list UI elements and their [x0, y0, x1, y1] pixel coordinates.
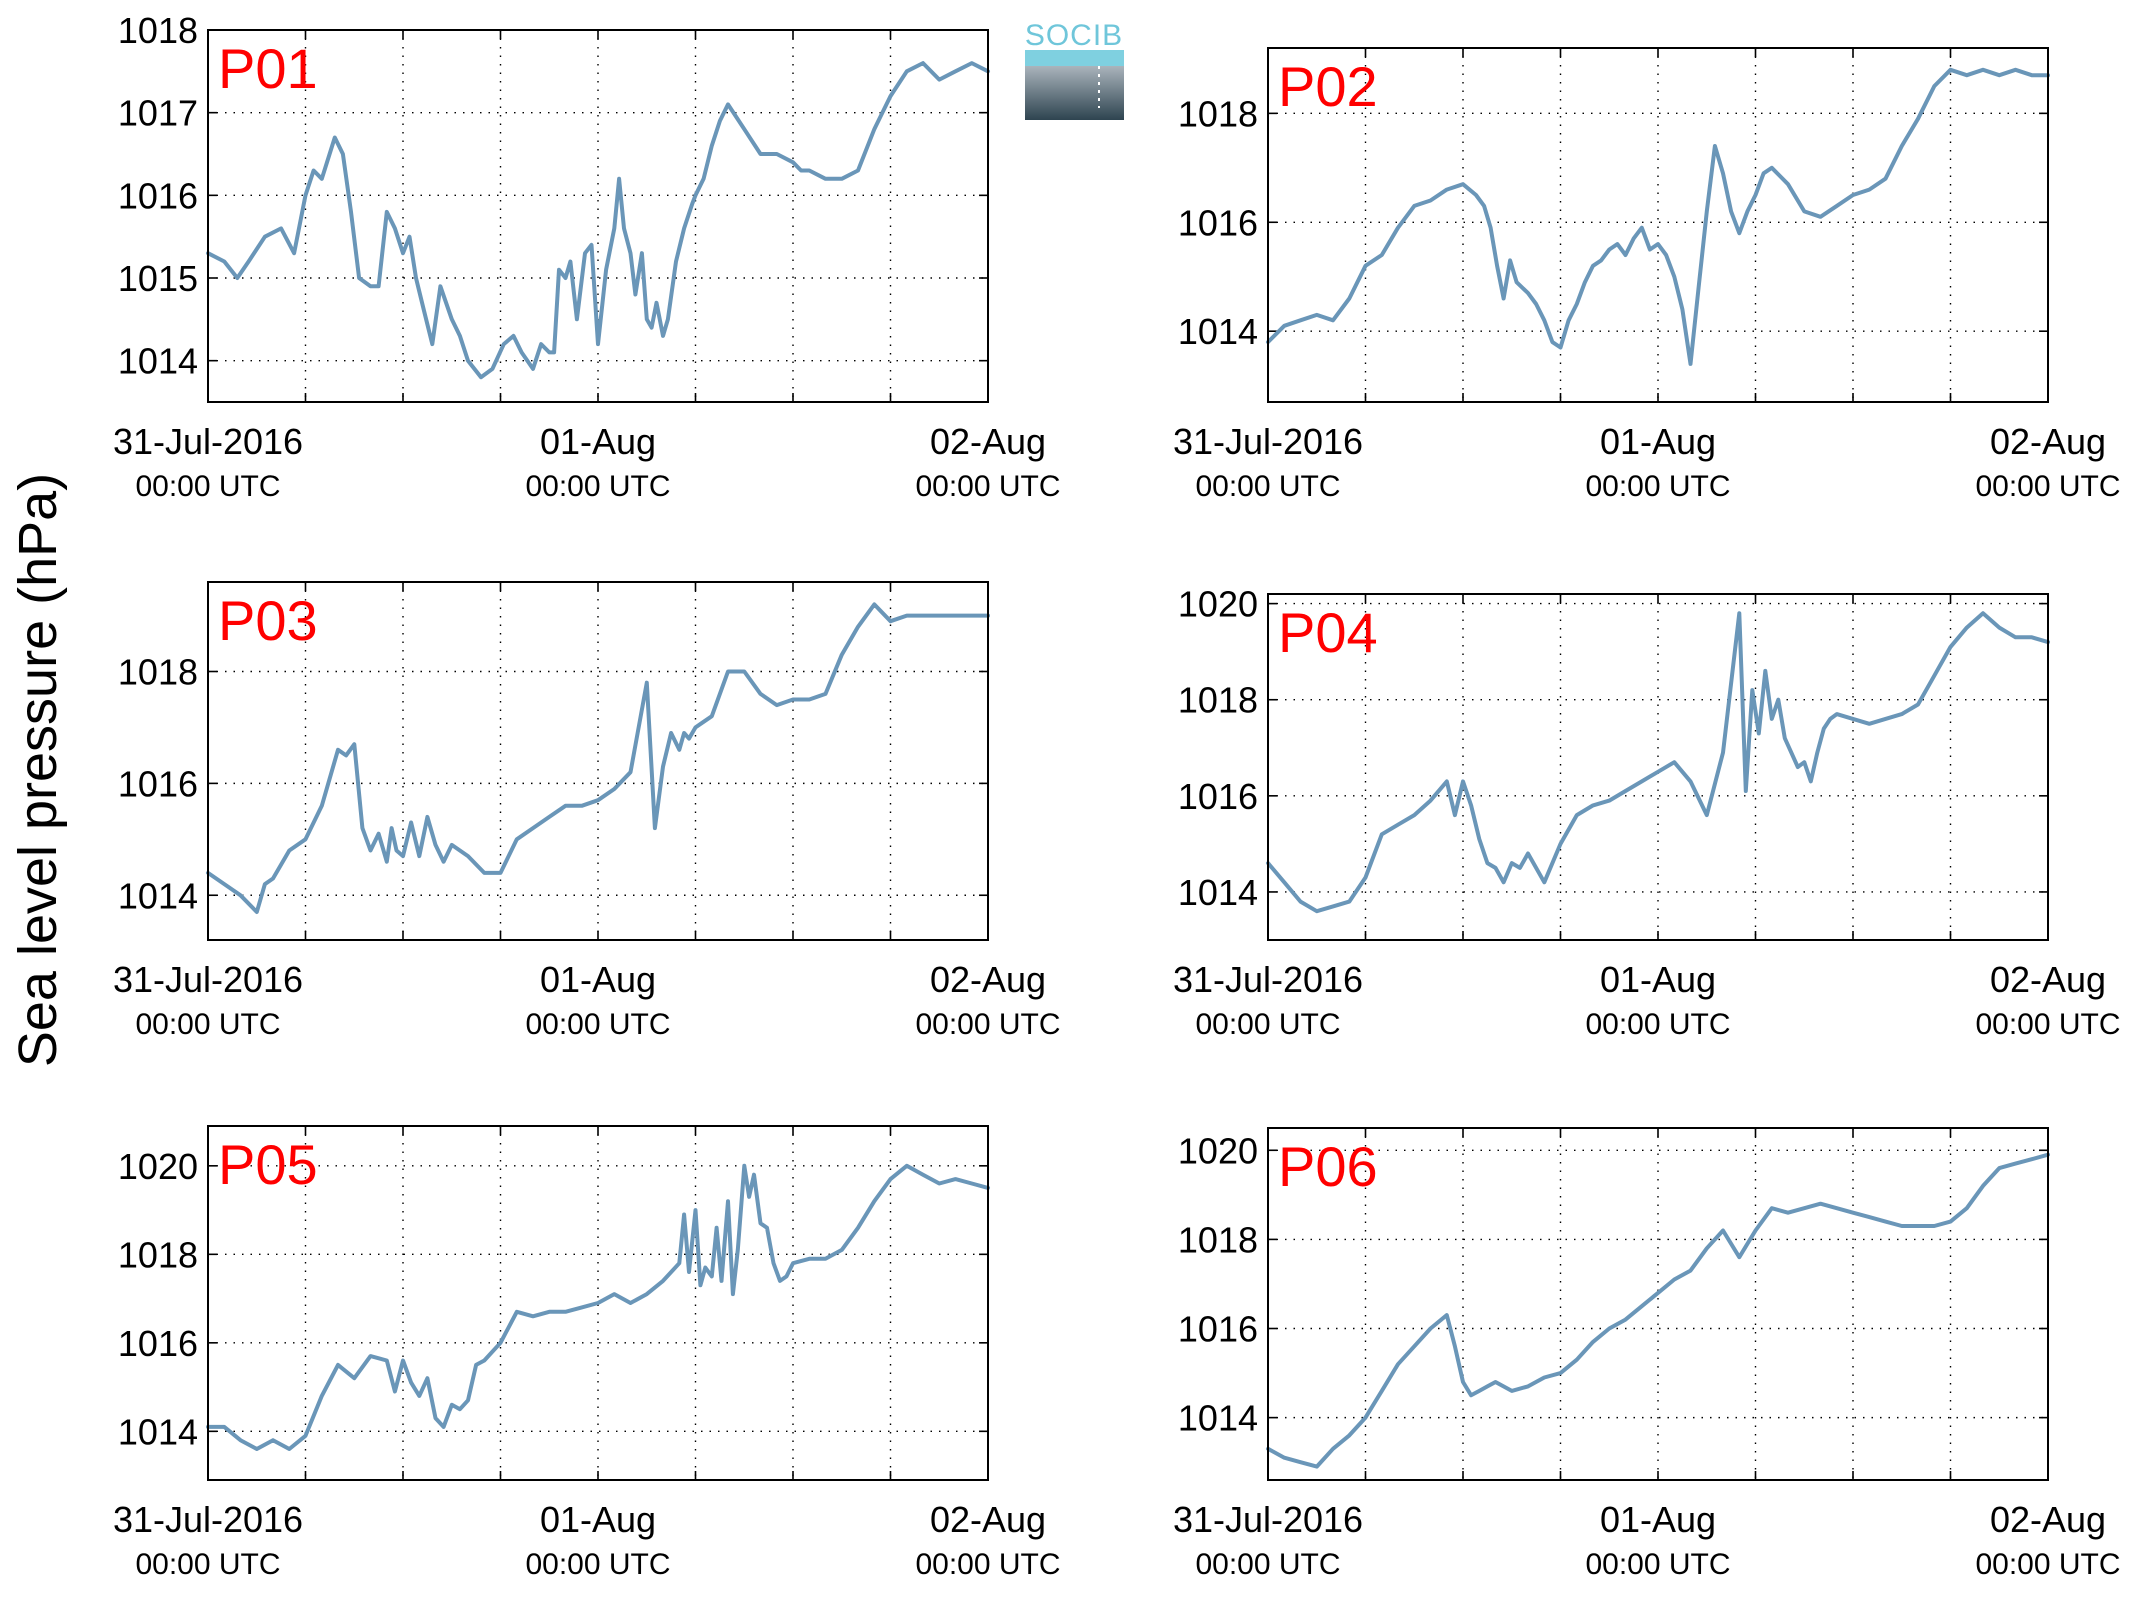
panel-p01: 1014 1015 1016 1017 1018 31-Jul-2016 00:00 UTC… [113, 10, 1061, 503]
x-tick-sublabel: 00:00 UTC [1585, 1548, 1730, 1581]
axes-frame [1267, 593, 2049, 941]
x-tick-label: 01-Aug [540, 1499, 656, 1540]
station-label: P01 [218, 37, 318, 100]
y-axis-label: Sea level pressure (hPa) [8, 473, 68, 1067]
y-tick-label: 1014 [1178, 872, 1258, 913]
y-tick-label: 1018 [118, 10, 198, 51]
x-tick-label: 01-Aug [1600, 1499, 1716, 1540]
x-tick-sublabel: 00:00 UTC [525, 470, 670, 503]
logo-text: SOCIB [1025, 19, 1123, 52]
panels: 1014 1015 1016 1017 1018 31-Jul-2016 00:00 UTC… [113, 10, 2121, 1581]
x-tick-sublabel: 00:00 UTC [915, 1008, 1060, 1041]
panel-p05: 1014 1016 1018 1020 31-Jul-2016 00:00 UTC 01-A… [113, 1125, 1061, 1581]
series-line [206, 61, 990, 380]
x-tick-sublabel: 00:00 UTC [1195, 470, 1340, 503]
x-tick-sublabel: 00:00 UTC [525, 1548, 670, 1581]
y-tick-label: 1020 [1178, 1130, 1258, 1171]
x-tick-label: 02-Aug [930, 421, 1046, 462]
y-tick-label: 1014 [118, 875, 198, 916]
y-tick-label: 1014 [118, 1411, 198, 1452]
series-line [206, 602, 990, 914]
axes-frame [1267, 1127, 2049, 1481]
panel-p03: 1014 1016 1018 31-Jul-2016 00:00 UTC 01-Aug 00… [113, 581, 1061, 1041]
y-tick-label: 1017 [118, 93, 198, 134]
station-label: P06 [1278, 1135, 1378, 1198]
axes-frame [1267, 47, 2049, 403]
y-tick-label: 1016 [118, 1323, 198, 1364]
x-tick-label: 02-Aug [1990, 959, 2106, 1000]
panel-p06: 1014 1016 1018 1020 31-Jul-2016 00:00 UTC 01-A… [1173, 1127, 2121, 1581]
x-tick-sublabel: 00:00 UTC [1585, 470, 1730, 503]
logo-block [1025, 66, 1124, 120]
x-tick-label: 01-Aug [1600, 959, 1716, 1000]
x-tick-sublabel: 00:00 UTC [1195, 1548, 1340, 1581]
y-tick-label: 1018 [118, 1234, 198, 1275]
x-tick-label: 02-Aug [930, 959, 1046, 1000]
y-tick-label: 1015 [118, 258, 198, 299]
x-tick-label: 31-Jul-2016 [1173, 959, 1363, 1000]
panel-p02: 1014 1016 1018 31-Jul-2016 00:00 UTC 01-Aug 00… [1173, 47, 2121, 503]
x-tick-sublabel: 00:00 UTC [915, 470, 1060, 503]
y-tick-label: 1020 [118, 1146, 198, 1187]
y-tick-label: 1016 [118, 763, 198, 804]
series-line [1266, 67, 2050, 366]
x-tick-sublabel: 00:00 UTC [1975, 470, 2120, 503]
y-tick-label: 1020 [1178, 584, 1258, 625]
station-label: P05 [218, 1133, 318, 1196]
axes-frame [207, 581, 989, 941]
x-tick-label: 02-Aug [1990, 421, 2106, 462]
panel-p04: 1014 1016 1018 1020 31-Jul-2016 00:00 UTC 01-A… [1173, 584, 2121, 1041]
axes-frame [207, 29, 989, 403]
station-label: P03 [218, 589, 318, 652]
y-tick-label: 1016 [1178, 776, 1258, 817]
series-line [1266, 611, 2050, 914]
y-tick-label: 1016 [118, 175, 198, 216]
x-tick-label: 02-Aug [1990, 1499, 2106, 1540]
x-tick-label: 31-Jul-2016 [1173, 1499, 1363, 1540]
x-tick-label: 02-Aug [930, 1499, 1046, 1540]
y-tick-label: 1014 [1178, 1398, 1258, 1439]
y-tick-label: 1016 [1178, 202, 1258, 243]
x-tick-label: 31-Jul-2016 [1173, 421, 1363, 462]
x-tick-label: 31-Jul-2016 [113, 421, 303, 462]
x-tick-label: 01-Aug [1600, 421, 1716, 462]
series-line [1266, 1152, 2050, 1469]
y-tick-label: 1014 [1178, 311, 1258, 352]
y-tick-label: 1016 [1178, 1309, 1258, 1350]
socib-logo: SOCIB [1025, 19, 1124, 120]
y-tick-label: 1018 [1178, 1219, 1258, 1260]
axes-frame [207, 1125, 989, 1481]
x-tick-label: 01-Aug [540, 421, 656, 462]
station-label: P02 [1278, 55, 1378, 118]
x-tick-sublabel: 00:00 UTC [1585, 1008, 1730, 1041]
x-tick-label: 01-Aug [540, 959, 656, 1000]
logo-wave [1025, 50, 1124, 66]
y-tick-label: 1018 [118, 652, 198, 693]
x-tick-label: 31-Jul-2016 [113, 1499, 303, 1540]
x-tick-sublabel: 00:00 UTC [525, 1008, 670, 1041]
x-tick-sublabel: 00:00 UTC [1975, 1548, 2120, 1581]
x-tick-label: 31-Jul-2016 [113, 959, 303, 1000]
station-label: P04 [1278, 601, 1378, 664]
x-tick-sublabel: 00:00 UTC [1975, 1008, 2120, 1041]
y-tick-label: 1018 [1178, 93, 1258, 134]
x-tick-sublabel: 00:00 UTC [135, 470, 280, 503]
x-tick-sublabel: 00:00 UTC [135, 1548, 280, 1581]
x-tick-sublabel: 00:00 UTC [915, 1548, 1060, 1581]
y-tick-label: 1014 [118, 341, 198, 382]
series-line [206, 1163, 990, 1451]
x-tick-sublabel: 00:00 UTC [1195, 1008, 1340, 1041]
x-tick-sublabel: 00:00 UTC [135, 1008, 280, 1041]
y-tick-label: 1018 [1178, 680, 1258, 721]
